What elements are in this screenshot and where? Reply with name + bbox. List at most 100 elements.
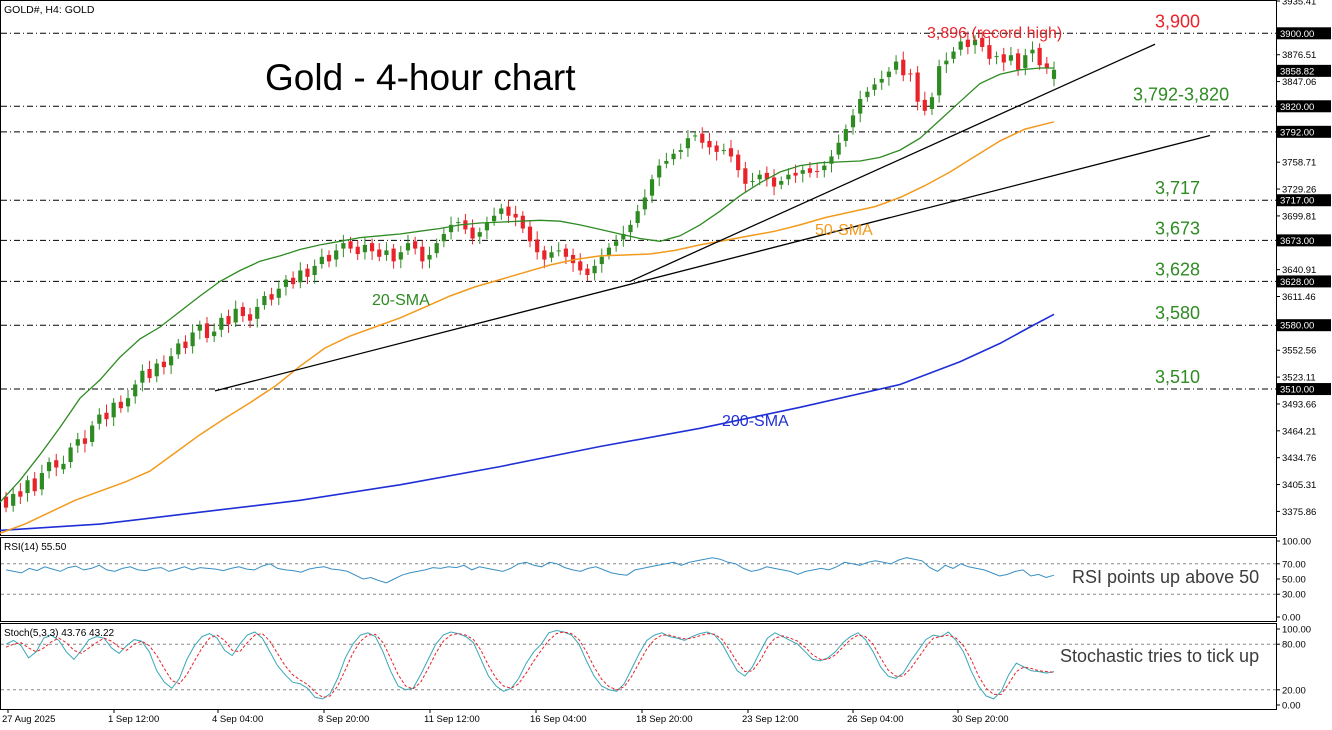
candle-body [1008, 55, 1014, 61]
candle-body [384, 250, 389, 255]
candle [1030, 41, 1035, 63]
candle [32, 472, 37, 496]
price-tick-label: 3375.86 [1282, 507, 1316, 518]
candle [822, 161, 827, 178]
candle-body [987, 45, 992, 59]
rsi-tick-label: 0.00 [1282, 613, 1301, 624]
candle [843, 124, 848, 147]
candle [692, 130, 698, 141]
candle-body [714, 145, 719, 152]
candle-body [291, 277, 296, 285]
candle-body [420, 246, 425, 262]
level-tag: 3510.00 [1277, 383, 1331, 396]
candle-body [1051, 69, 1057, 79]
candle-body [649, 179, 655, 196]
candle-body [3, 496, 9, 508]
candle [212, 323, 217, 343]
candle [1023, 48, 1028, 76]
candle-body [427, 254, 432, 260]
candle-body [61, 463, 66, 470]
level-tag-label: 3580.00 [1280, 321, 1314, 332]
candle [398, 245, 403, 269]
candle [901, 51, 906, 82]
current-price-tag: 3858.82 [1280, 66, 1314, 77]
candle [413, 236, 418, 255]
candle-body [585, 268, 590, 276]
candle [728, 140, 734, 163]
candle [872, 77, 877, 96]
candle-body [262, 296, 267, 306]
candle-body [901, 59, 906, 76]
candle-body [614, 241, 619, 246]
candle-body [54, 460, 59, 468]
candle-body [283, 279, 289, 287]
candle-body [980, 37, 985, 47]
candle [68, 442, 73, 468]
price-tick-label: 3729.26 [1282, 185, 1316, 196]
candle [965, 31, 970, 55]
candle-body [599, 256, 604, 265]
level-tag-label: 3792.00 [1280, 127, 1314, 138]
candle [858, 90, 863, 123]
candle [736, 150, 741, 178]
candle [118, 395, 123, 413]
sma50-line [0, 121, 1055, 534]
candle-body [951, 51, 956, 59]
price-tick-label: 3493.66 [1282, 399, 1316, 410]
candle [527, 220, 533, 248]
candle [319, 248, 324, 269]
candle-body [377, 249, 382, 257]
candle [815, 162, 820, 178]
candle-body [520, 215, 525, 229]
candle-body [197, 325, 202, 331]
time-tick-label: 11 Sep 12:00 [424, 714, 480, 725]
level-tag: 3792.00 [1277, 125, 1331, 138]
candle-body [700, 133, 705, 143]
candle [951, 46, 956, 64]
candle-body [168, 356, 174, 366]
candle [506, 200, 511, 224]
candle [305, 264, 310, 285]
candle [671, 149, 676, 166]
candle-body [750, 181, 755, 183]
candle-body [879, 78, 884, 83]
sma50-label: 50-SMA [815, 222, 873, 239]
candle [61, 455, 66, 474]
candle-body [405, 243, 411, 251]
candle [829, 150, 834, 173]
candle [46, 457, 52, 479]
candle-body [133, 384, 138, 397]
candle [937, 59, 942, 103]
candle-body [1023, 55, 1028, 68]
candle-body [944, 60, 949, 65]
candle-body [326, 254, 332, 262]
candle [190, 324, 195, 354]
candle-body [97, 414, 102, 424]
candle-body [204, 323, 210, 338]
candle [793, 164, 798, 183]
candle [893, 55, 899, 75]
candle [427, 246, 432, 269]
candle-body [779, 181, 784, 185]
candle-body [771, 177, 777, 187]
candle [578, 253, 583, 276]
level-tag-bg [1277, 319, 1331, 332]
sma200-label: 200-SMA [722, 413, 789, 430]
candle-body [90, 425, 95, 442]
candle [614, 234, 619, 252]
candle [341, 234, 346, 258]
candle [168, 348, 174, 375]
candle-body [492, 215, 497, 222]
level-label: 3,673 [1155, 218, 1200, 238]
level-tag: 3820.00 [1277, 100, 1331, 113]
candle-body [893, 61, 899, 70]
candle-body [219, 317, 224, 330]
candle-body [140, 370, 145, 383]
candle [312, 259, 317, 284]
candle-body [456, 222, 461, 224]
candle [448, 216, 454, 240]
candle-body [334, 250, 339, 260]
candle [700, 127, 705, 149]
candle [25, 475, 30, 502]
candle [980, 31, 985, 52]
